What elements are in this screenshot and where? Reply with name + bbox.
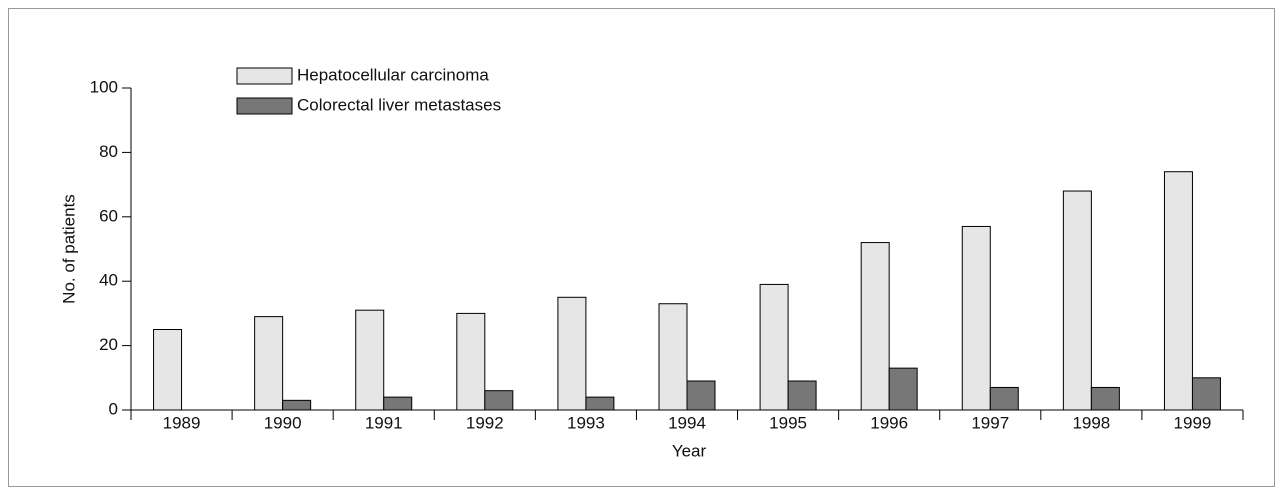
bar <box>888 367 918 411</box>
x-tick-label: 1999 <box>1174 413 1212 432</box>
bar <box>456 312 486 411</box>
bar <box>686 380 716 411</box>
y-tick-label: 0 <box>109 399 118 418</box>
bar <box>1062 190 1092 411</box>
bar <box>383 396 413 411</box>
bar <box>961 225 991 411</box>
bar <box>282 399 312 411</box>
bar <box>153 329 183 411</box>
bar <box>484 390 514 411</box>
x-tick-label: 1996 <box>870 413 908 432</box>
x-axis-title: Year <box>672 441 707 460</box>
y-tick-label: 40 <box>99 271 118 290</box>
y-tick-label: 60 <box>99 206 118 225</box>
bar <box>989 386 1019 411</box>
bar <box>585 396 615 411</box>
bar <box>759 283 789 411</box>
bar <box>355 309 385 411</box>
x-tick-label: 1992 <box>466 413 504 432</box>
legend-swatch <box>236 97 293 115</box>
bar <box>254 316 284 411</box>
y-tick-label: 80 <box>99 142 118 161</box>
x-tick-label: 1998 <box>1072 413 1110 432</box>
x-tick-label: 1990 <box>264 413 302 432</box>
bar <box>787 380 817 411</box>
x-tick-label: 1991 <box>365 413 403 432</box>
y-tick-label: 20 <box>99 335 118 354</box>
bar <box>557 296 587 411</box>
bar <box>860 242 890 411</box>
legend-label: Colorectal liver metastases <box>297 95 501 114</box>
bar <box>1191 377 1221 411</box>
legend-label: Hepatocellular carcinoma <box>297 65 489 84</box>
bar <box>658 303 688 411</box>
x-tick-label: 1997 <box>971 413 1009 432</box>
bar <box>1090 386 1120 411</box>
x-tick-label: 1989 <box>163 413 201 432</box>
x-tick-label: 1993 <box>567 413 605 432</box>
legend-swatch <box>236 67 293 85</box>
frame <box>8 8 1275 487</box>
y-axis-title: No. of patients <box>59 194 78 304</box>
x-tick-label: 1994 <box>668 413 706 432</box>
bar <box>1163 171 1193 411</box>
y-tick-label: 100 <box>90 77 118 96</box>
x-tick-label: 1995 <box>769 413 807 432</box>
